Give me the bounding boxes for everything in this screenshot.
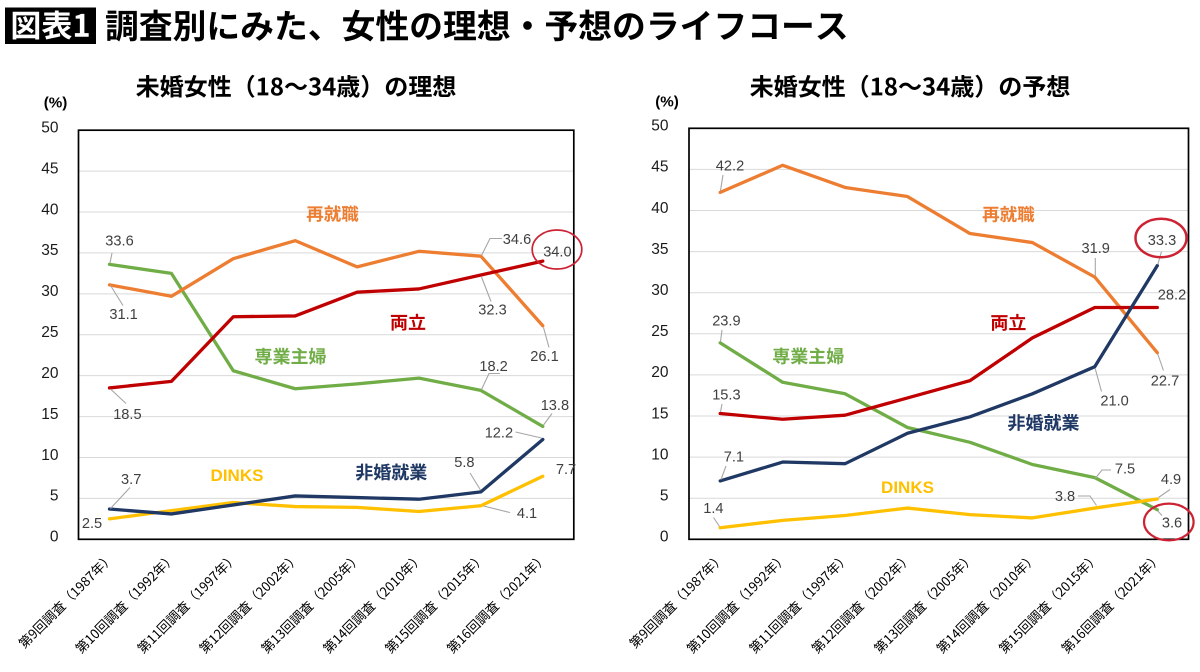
svg-text:31.1: 31.1 [109,307,137,323]
svg-text:32.3: 32.3 [478,303,506,319]
svg-text:25: 25 [651,323,668,340]
svg-text:4.1: 4.1 [517,506,537,522]
svg-text:28.2: 28.2 [1158,288,1186,304]
svg-text:13.8: 13.8 [541,398,569,414]
svg-text:3.6: 3.6 [1162,516,1182,532]
svg-text:5: 5 [660,488,669,505]
svg-text:18.2: 18.2 [479,359,507,375]
svg-text:7.7: 7.7 [556,462,576,478]
svg-text:5.8: 5.8 [454,455,474,471]
svg-text:15: 15 [651,405,668,422]
svg-text:7.5: 7.5 [1115,462,1135,478]
svg-text:2.5: 2.5 [82,516,102,532]
svg-text:0: 0 [50,529,59,546]
svg-text:12.2: 12.2 [485,425,513,441]
svg-text:0: 0 [660,529,669,546]
svg-text:DINKS: DINKS [211,466,264,485]
svg-text:30: 30 [651,282,669,299]
svg-text:15.3: 15.3 [712,388,740,404]
svg-text:10: 10 [41,447,59,464]
svg-text:21.0: 21.0 [1100,393,1128,409]
svg-text:31.9: 31.9 [1081,241,1109,257]
svg-text:22.7: 22.7 [1151,374,1179,390]
svg-text:5: 5 [50,488,59,505]
svg-text:20: 20 [41,365,59,382]
svg-text:30: 30 [41,283,59,300]
svg-text:35: 35 [651,241,668,258]
svg-text:4.9: 4.9 [1161,472,1181,488]
svg-text:34.0: 34.0 [543,245,571,261]
svg-text:3.7: 3.7 [121,472,141,488]
svg-text:42.2: 42.2 [716,159,744,175]
svg-text:(%): (%) [44,95,68,112]
svg-text:45: 45 [651,159,668,176]
svg-text:35: 35 [41,242,58,259]
svg-text:50: 50 [651,118,669,135]
svg-text:40: 40 [41,201,59,218]
svg-text:18.5: 18.5 [113,407,141,423]
svg-text:20: 20 [651,364,669,381]
svg-text:1.4: 1.4 [703,501,723,517]
svg-text:33.3: 33.3 [1148,233,1176,249]
svg-text:23.9: 23.9 [712,314,740,330]
svg-text:DINKS: DINKS [881,478,934,497]
svg-text:33.6: 33.6 [105,234,133,250]
svg-text:7.1: 7.1 [724,450,744,466]
svg-text:34.6: 34.6 [503,232,531,248]
svg-text:(%): (%) [655,94,679,111]
svg-text:26.1: 26.1 [530,349,558,365]
svg-text:45: 45 [41,160,58,177]
svg-text:10: 10 [651,446,669,463]
svg-text:15: 15 [41,406,58,423]
svg-text:25: 25 [41,324,58,341]
svg-text:3.8: 3.8 [1055,489,1075,505]
svg-text:40: 40 [651,200,669,217]
svg-text:50: 50 [41,120,59,137]
